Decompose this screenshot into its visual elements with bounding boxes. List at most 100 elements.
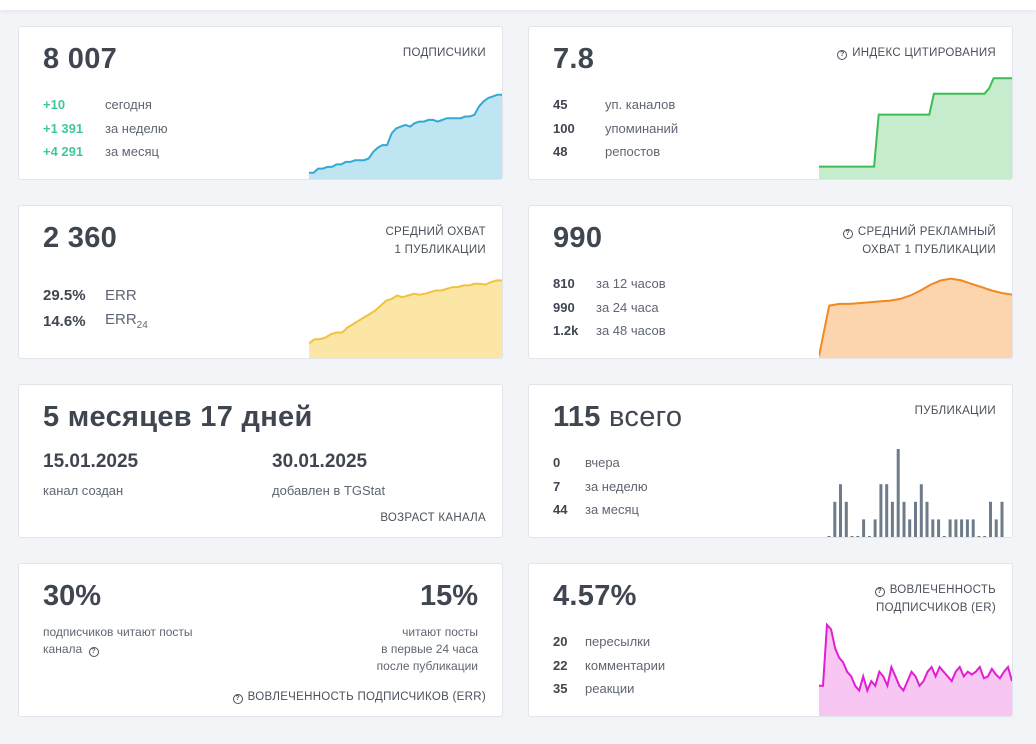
post-bar xyxy=(839,484,842,537)
citation-card[interactable]: 7.8 ? ИНДЕКС ЦИТИРОВАНИЯ 45 уп. каналов 10… xyxy=(528,26,1013,180)
help-icon[interactable]: ? xyxy=(88,647,99,657)
post-bar xyxy=(948,519,952,537)
citation-index: 7.8 xyxy=(553,43,595,75)
stat-row: 45 уп. каналов xyxy=(553,93,678,117)
stat-label: вчера xyxy=(585,455,620,471)
stat-row: +1 391 за неделю xyxy=(43,117,168,141)
top-bar xyxy=(0,0,1036,10)
help-icon[interactable]: ? xyxy=(837,50,848,60)
created-date: 15.01.2025 xyxy=(43,451,139,472)
channel-age-caption: ВОЗРАСТ КАНАЛА xyxy=(380,512,486,524)
reach-card[interactable]: 2 360 СРЕДНИЙ ОХВАТ 1 ПУБЛИКАЦИИ 29.5% ERR… xyxy=(18,205,503,359)
citation-caption: ? ИНДЕКС ЦИТИРОВАНИЯ xyxy=(837,44,996,62)
sparkline-area xyxy=(819,78,1012,179)
stat-row: 1.2k за 48 часов xyxy=(553,319,666,343)
post-bar xyxy=(885,484,889,537)
help-icon[interactable]: ? xyxy=(232,694,243,704)
stat-label: за месяц xyxy=(105,144,159,160)
post-bar xyxy=(971,519,975,537)
er-caption: ? ВОВЛЕЧЕННОСТЬ ПОДПИСЧИКОВ (ER) xyxy=(874,584,996,614)
stat-value: 990 xyxy=(553,299,575,315)
posts-card[interactable]: 115 всего ПУБЛИКАЦИИ 0 вчера 7 за неделю 4… xyxy=(528,384,1013,538)
stat-label: пересылки xyxy=(585,634,651,650)
stat-row: 100 упоминаний xyxy=(553,117,678,141)
stat-row: 44 за месяц xyxy=(553,498,648,522)
citation-stats: 45 уп. каналов 100 упоминаний 48 репостов xyxy=(553,93,678,164)
stat-row: 990 за 24 часа xyxy=(553,296,666,320)
subscribers-sparkline xyxy=(309,93,502,179)
post-bar xyxy=(902,501,906,537)
subscribers-count: 8 007 xyxy=(43,43,118,75)
stat-value: 20 xyxy=(553,634,568,650)
er-card[interactable]: 4.57% ? ВОВЛЕЧЕННОСТЬ ПОДПИСЧИКОВ (ER) 20 п… xyxy=(528,563,1013,717)
stat-row: +10 сегодня xyxy=(43,93,168,117)
post-bar xyxy=(890,501,894,537)
stat-value: 35 xyxy=(553,681,568,697)
posts-stats: 0 вчера 7 за неделю 44 за месяц xyxy=(553,451,648,522)
help-icon[interactable]: ? xyxy=(874,587,885,597)
reach-sparkline xyxy=(309,279,502,358)
ad-reach-sparkline xyxy=(819,277,1012,358)
stat-value: 22 xyxy=(553,657,568,673)
post-bar xyxy=(937,519,941,537)
post-bar xyxy=(1000,501,1004,537)
stat-value: 48 xyxy=(553,144,568,160)
sparkline-line xyxy=(819,622,1012,694)
stat-row: 22 комментарии xyxy=(553,654,665,678)
posts-total: 115 всего xyxy=(553,401,683,433)
err-right-value: 15% xyxy=(419,580,478,612)
err24-value: 14.6% xyxy=(43,312,86,330)
post-bar xyxy=(994,519,998,537)
subscribers-stats: +10 сегодня +1 391 за неделю +4 291 за меся… xyxy=(43,93,168,164)
err-row: 29.5% ERR xyxy=(43,282,148,308)
stat-value: +1 391 xyxy=(43,120,84,136)
post-bar xyxy=(960,519,964,537)
post-bar xyxy=(867,536,871,537)
channel-age-value: 5 месяцев 17 дней xyxy=(43,401,313,433)
stat-value: 100 xyxy=(553,120,575,136)
stat-row: 7 за неделю xyxy=(553,475,648,499)
post-bar xyxy=(879,484,883,537)
posts-bar-chart xyxy=(827,449,1004,537)
sparkline-area xyxy=(309,94,502,179)
post-bar xyxy=(850,536,854,537)
post-bar xyxy=(919,484,923,537)
post-bar xyxy=(862,519,866,537)
stat-value: +4 291 xyxy=(43,144,84,160)
stat-label: репостов xyxy=(605,144,661,160)
stat-row: 48 репостов xyxy=(553,140,678,164)
stat-value: 45 xyxy=(553,97,568,113)
err-label: ERR xyxy=(105,286,137,304)
post-bar xyxy=(931,519,935,537)
post-bar xyxy=(827,536,831,537)
subscribers-card[interactable]: 8 007 ПОДПИСЧИКИ +10 сегодня +1 391 за нед… xyxy=(18,26,503,180)
sparkline-area xyxy=(819,624,1012,716)
stat-value: 44 xyxy=(553,502,568,518)
stat-label: упоминаний xyxy=(605,120,679,136)
ad-reach-stats: 810 за 12 часов 990 за 24 часа 1.2k за 48 ч… xyxy=(553,272,666,343)
sparkline-area xyxy=(819,278,1012,358)
post-bar xyxy=(977,536,981,537)
stat-label: уп. каналов xyxy=(605,97,676,113)
added-label: добавлен в TGStat xyxy=(272,483,386,498)
err-caption: ? ВОВЛЕЧЕННОСТЬ ПОДПИСЧИКОВ (ERR) xyxy=(232,688,486,706)
post-bar xyxy=(983,536,987,537)
ad-reach-card[interactable]: 990 ? СРЕДНИЙ РЕКЛАМНЫЙ ОХВАТ 1 ПУБЛИКАЦИИ… xyxy=(528,205,1013,359)
help-icon[interactable]: ? xyxy=(842,229,853,239)
reach-stats: 29.5% ERR 14.6% ERR24 xyxy=(43,282,148,334)
sparkline-line xyxy=(819,277,1012,357)
post-bar xyxy=(965,519,969,537)
stat-label: за неделю xyxy=(105,120,168,136)
post-bar xyxy=(908,519,912,537)
added-date: 30.01.2025 xyxy=(272,451,368,472)
stat-label: за 12 часов xyxy=(596,276,666,292)
post-bar xyxy=(844,501,848,537)
channel-age-card[interactable]: 5 месяцев 17 дней 15.01.2025 канал созда… xyxy=(18,384,503,538)
stat-label: реакции xyxy=(585,681,635,697)
stat-value: 810 xyxy=(553,276,575,292)
err-card[interactable]: 30% подписчиков читают посты канала ? 15%… xyxy=(18,563,503,717)
created-block: 15.01.2025 канал создан xyxy=(43,451,138,498)
citation-sparkline xyxy=(819,77,1012,179)
err-left-value: 30% xyxy=(43,580,102,612)
post-bar xyxy=(873,519,877,537)
